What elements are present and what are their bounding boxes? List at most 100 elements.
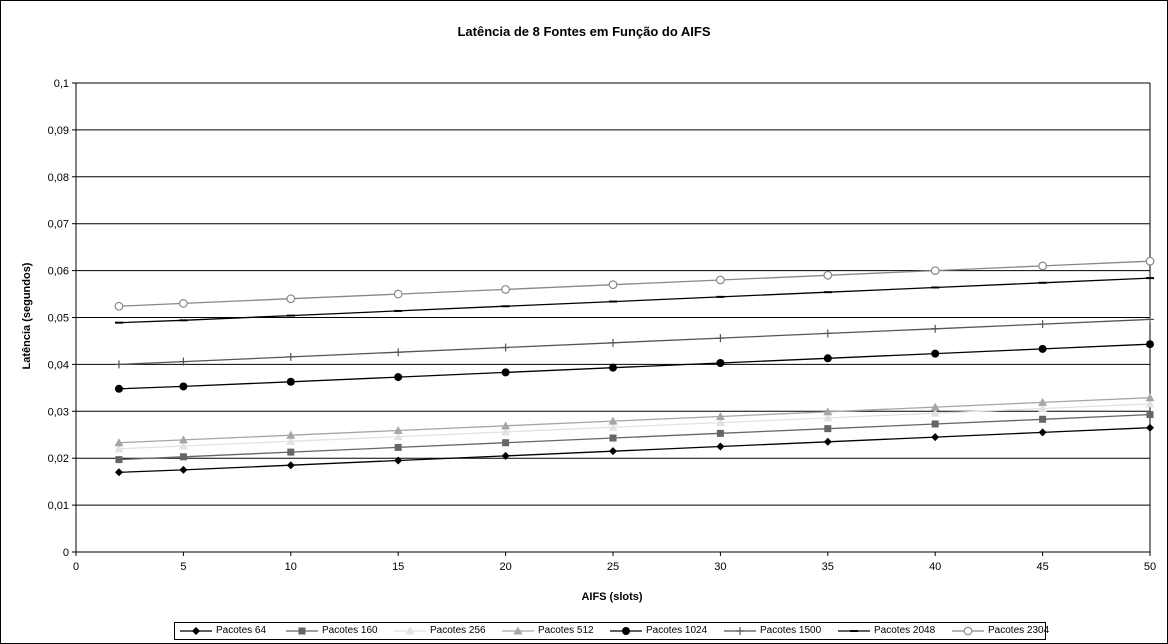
x-tick-label: 30 xyxy=(714,561,726,573)
data-point xyxy=(824,425,831,432)
y-tick-label: 0,02 xyxy=(48,453,69,465)
data-point xyxy=(1039,428,1047,436)
data-point xyxy=(716,334,724,342)
data-point xyxy=(1146,424,1154,432)
x-tick-label: 5 xyxy=(180,561,186,573)
y-tick-label: 0,08 xyxy=(48,172,69,184)
legend-label: Pacotes 2048 xyxy=(874,625,935,636)
legend-swatch xyxy=(501,623,535,639)
legend-item: Pacotes 2048 xyxy=(837,623,951,639)
data-point xyxy=(931,267,939,275)
data-point xyxy=(931,350,939,358)
series-line xyxy=(119,404,1150,449)
data-point xyxy=(609,364,617,372)
data-point xyxy=(180,300,188,308)
legend-item: Pacotes 160 xyxy=(285,623,393,639)
y-tick-label: 0,1 xyxy=(54,78,69,90)
x-tick-label: 15 xyxy=(392,561,404,573)
data-point xyxy=(502,439,509,446)
series-line xyxy=(119,428,1150,473)
legend-label: Pacotes 2304 xyxy=(988,625,1049,636)
y-tick-label: 0,09 xyxy=(48,125,69,137)
axes xyxy=(72,83,1150,556)
x-tick-label: 50 xyxy=(1144,561,1156,573)
y-tick-label: 0,04 xyxy=(48,359,69,371)
legend-swatch xyxy=(723,623,757,639)
series-group xyxy=(114,257,1154,476)
series-pacotes-2048 xyxy=(115,278,1154,323)
legend-marker xyxy=(192,627,200,635)
series-line xyxy=(119,344,1150,389)
data-point xyxy=(180,453,187,460)
series-pacotes-512 xyxy=(114,393,1154,446)
legend: Pacotes 64 Pacotes 160 Pacotes 256 Pacotes … xyxy=(174,622,1046,640)
data-point xyxy=(179,466,187,474)
legend-swatch xyxy=(951,623,985,639)
data-point xyxy=(1039,416,1046,423)
data-point xyxy=(717,276,725,284)
x-tick-labels: 0 5 10 15 20 25 30 35 40 45 50 xyxy=(73,561,1156,573)
data-point xyxy=(716,442,724,450)
data-point xyxy=(824,354,832,362)
data-point xyxy=(115,302,123,310)
x-tick-label: 10 xyxy=(285,561,297,573)
y-tick-label: 0,03 xyxy=(48,406,69,418)
y-tick-label: 0,05 xyxy=(48,313,69,325)
x-tick-label: 20 xyxy=(499,561,511,573)
y-tick-label: 0,07 xyxy=(48,219,69,231)
data-point xyxy=(394,373,402,381)
series-line xyxy=(119,261,1150,306)
data-point xyxy=(394,290,402,298)
data-point xyxy=(931,433,939,441)
data-point xyxy=(609,447,617,455)
x-tick-label: 40 xyxy=(929,561,941,573)
x-tick-label: 35 xyxy=(822,561,834,573)
x-tick-label: 0 xyxy=(73,561,79,573)
data-point xyxy=(287,353,295,361)
y-tick-label: 0,06 xyxy=(48,266,69,278)
data-point xyxy=(394,348,402,356)
x-axis-label: AIFS (slots) xyxy=(581,591,642,603)
data-point xyxy=(287,295,295,303)
y-axis-label: Latência (segundos) xyxy=(21,262,33,369)
series-line xyxy=(119,415,1150,460)
legend-item: Pacotes 64 xyxy=(179,623,285,639)
legend-swatch xyxy=(837,623,871,639)
legend-item: Pacotes 1024 xyxy=(609,623,723,639)
legend-label: Pacotes 1024 xyxy=(646,625,707,636)
data-point xyxy=(179,382,187,390)
y-tick-labels: 0 0,01 0,02 0,03 0,04 0,05 0,06 0,07 0,08 0,09 0,1 xyxy=(48,78,69,559)
data-point xyxy=(287,449,294,456)
legend-label: Pacotes 64 xyxy=(216,625,266,636)
legend-swatch xyxy=(393,623,427,639)
series-line xyxy=(119,398,1150,443)
legend-item: Pacotes 256 xyxy=(393,623,501,639)
data-point xyxy=(502,286,510,294)
data-point xyxy=(1146,340,1154,348)
series-pacotes-2304 xyxy=(115,257,1154,310)
series-pacotes-256 xyxy=(114,399,1154,452)
legend-label: Pacotes 256 xyxy=(430,625,486,636)
legend-marker xyxy=(299,628,306,635)
series-line xyxy=(119,278,1150,323)
data-point xyxy=(115,468,123,476)
data-point xyxy=(931,325,939,333)
x-tick-label: 25 xyxy=(607,561,619,573)
data-point xyxy=(1039,320,1047,328)
legend-swatch xyxy=(285,623,319,639)
legend-swatch xyxy=(179,623,213,639)
data-point xyxy=(115,456,122,463)
legend-marker xyxy=(622,627,630,635)
series-pacotes-1500 xyxy=(115,315,1154,368)
series-pacotes-64 xyxy=(115,424,1154,477)
y-tick-label: 0,01 xyxy=(48,500,69,512)
data-point xyxy=(1039,262,1047,270)
data-point xyxy=(1039,345,1047,353)
legend-item: Pacotes 2304 xyxy=(951,623,1061,639)
legend-label: Pacotes 512 xyxy=(538,625,594,636)
legend-marker xyxy=(964,627,972,635)
data-point xyxy=(1146,257,1154,265)
data-point xyxy=(502,368,510,376)
legend-item: Pacotes 512 xyxy=(501,623,609,639)
